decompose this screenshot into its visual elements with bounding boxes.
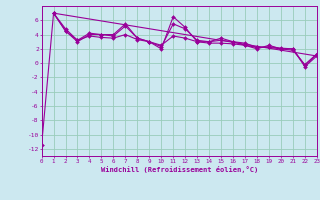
X-axis label: Windchill (Refroidissement éolien,°C): Windchill (Refroidissement éolien,°C) xyxy=(100,166,258,173)
